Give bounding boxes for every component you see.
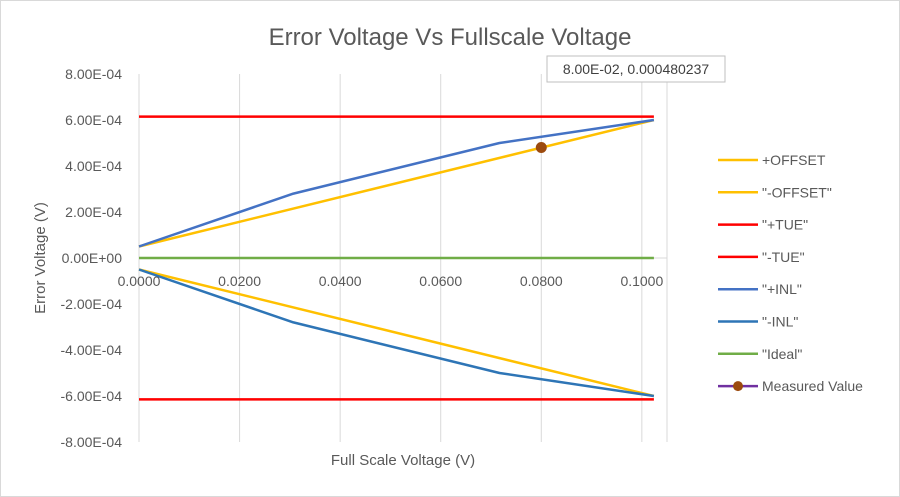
- x-tick-label-3: 0.0600: [419, 273, 462, 289]
- series-line-1: [138, 268, 655, 398]
- callout-text: 8.00E-02, 0.000480237: [563, 61, 710, 77]
- series-lines: [138, 115, 655, 401]
- y-tick-label-8: -8.00E-04: [61, 434, 123, 450]
- callout-box: [546, 55, 726, 83]
- series-line-4: [138, 118, 655, 248]
- legend-label-2: "+TUE": [762, 217, 808, 233]
- legend-label-0: +OFFSET: [762, 152, 826, 168]
- legend-label-7: Measured Value: [762, 378, 863, 394]
- y-tick-label-1: 6.00E-04: [65, 112, 122, 128]
- series-line-0: [138, 118, 655, 248]
- legend-label-6: "Ideal": [762, 346, 802, 362]
- x-tick-label-4: 0.0800: [520, 273, 563, 289]
- measured-value-point: [535, 142, 547, 154]
- y-tick-label-0: 8.00E-04: [65, 66, 122, 82]
- y-tick-label-2: 4.00E-04: [65, 158, 122, 174]
- y-tick-label-5: -2.00E-04: [61, 296, 123, 312]
- y-tick-labels: 8.00E-04 6.00E-04 4.00E-04 2.00E-04 0.00E+00…: [61, 66, 123, 450]
- y-tick-label-6: -4.00E-04: [61, 342, 123, 358]
- chart-title: Error Voltage Vs Fullscale Voltage: [269, 24, 632, 51]
- legend-label-4: "+INL": [762, 281, 802, 297]
- x-tick-label-0: 0.0000: [118, 273, 161, 289]
- x-tick-label-1: 0.0200: [218, 273, 261, 289]
- legend-label-3: "-TUE": [762, 249, 805, 265]
- data-callout: 8.00E-02, 0.000480237: [546, 55, 726, 83]
- legend-marker-7: [733, 381, 743, 392]
- legend-label-1: "-OFFSET": [762, 184, 832, 200]
- y-tick-label-4: 0.00E+00: [62, 250, 123, 266]
- x-axis-title: Full Scale Voltage (V): [331, 452, 475, 469]
- x-tick-label-2: 0.0400: [319, 273, 362, 289]
- legend: +OFFSET "-OFFSET" "+TUE" "-TUE" "+INL" "-INL"…: [718, 152, 863, 394]
- legend-label-5: "-INL": [762, 314, 798, 330]
- x-tick-label-5: 0.1000: [620, 273, 663, 289]
- x-tick-labels: 0.0000 0.0200 0.0400 0.0600 0.0800 0.1000: [118, 273, 664, 289]
- y-tick-label-7: -6.00E-04: [61, 388, 123, 404]
- y-axis-title: Error Voltage (V): [32, 202, 49, 314]
- y-tick-label-3: 2.00E-04: [65, 204, 122, 220]
- series-line-5: [138, 268, 655, 398]
